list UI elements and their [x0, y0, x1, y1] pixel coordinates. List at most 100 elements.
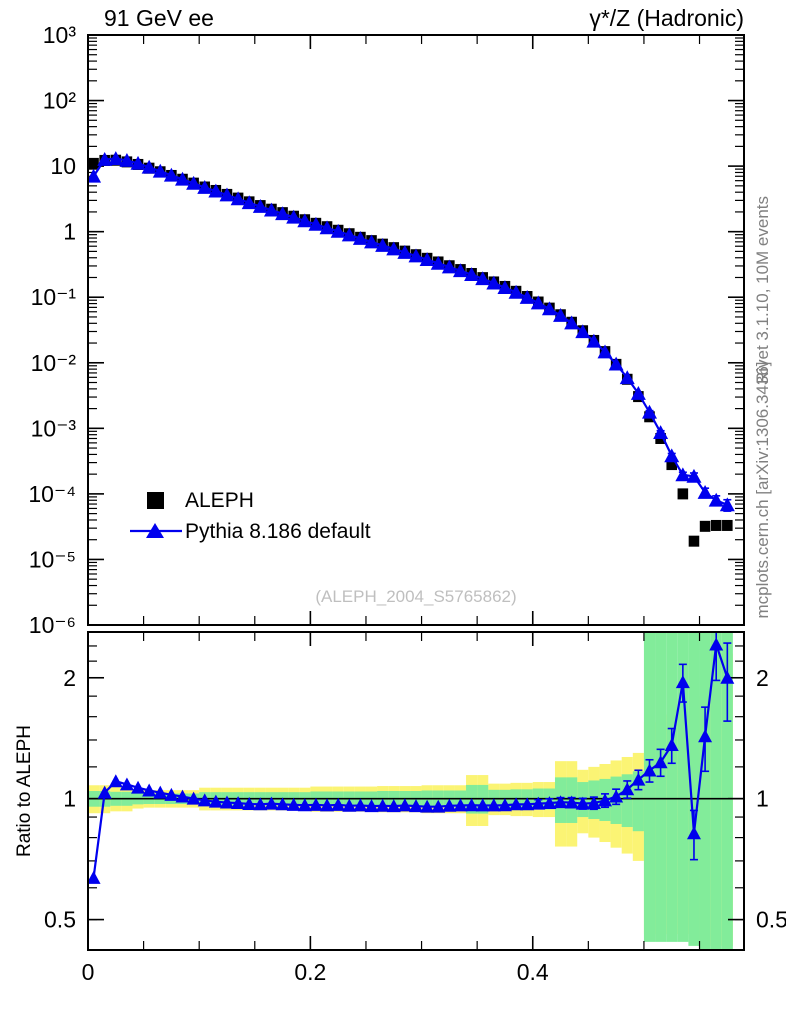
side-label-mcplots: mcplots.cern.ch [arXiv:1306.3436] — [753, 361, 772, 618]
data-point-pythia — [197, 179, 213, 194]
ratio-point-pythia — [219, 795, 234, 809]
ratio-panel: 2 2 1 1 0.5 0.5 0 0.2 0.4 Ratio to ALEPH — [14, 631, 786, 985]
ratio-point-pythia — [664, 738, 679, 751]
data-point-pythia — [519, 290, 535, 304]
main-y-tick-label: 10⁻⁵ — [29, 546, 76, 572]
main-y-tick-label: 10 — [50, 153, 76, 179]
ratio-point-pythia — [119, 777, 134, 791]
ratio-y-tick-label: 1 — [63, 786, 76, 812]
ratio-x-tick-labels: 0 0.2 0.4 — [82, 959, 549, 985]
data-point-pythia — [586, 333, 602, 348]
ratio-point-pythia — [542, 796, 557, 810]
ratio-point-pythia — [375, 798, 390, 812]
data-point-pythia — [352, 231, 368, 245]
x-tick-label: 0.4 — [517, 959, 549, 985]
ratio-point-pythia — [342, 798, 357, 812]
main-y-tick-label: 10³ — [43, 22, 77, 48]
data-point-pythia — [575, 324, 591, 339]
ratio-point-pythia — [331, 797, 346, 811]
ratio-point-pythia — [620, 782, 635, 796]
ratio-point-pythia — [353, 798, 368, 812]
data-point-pythia — [230, 191, 246, 206]
legend-marker-triangle-icon — [146, 523, 164, 538]
data-point-pythia — [241, 195, 257, 210]
ratio-y-tick-labels: 2 2 1 1 0.5 0.5 — [44, 665, 786, 933]
data-point-pythia — [408, 248, 424, 263]
data-point-pythia — [175, 171, 191, 186]
data-point-pythia — [88, 168, 102, 183]
data-point-pythia — [364, 234, 380, 249]
ratio-point-pythia — [386, 799, 401, 813]
ratio-point-pythia — [253, 797, 268, 811]
ratio-band-green — [699, 632, 711, 950]
ratio-point-pythia — [520, 797, 535, 811]
ratio-point-pythia — [308, 797, 323, 811]
ratio-point-pythia — [208, 794, 223, 808]
ratio-y-tick-label: 2 — [63, 665, 76, 691]
ratio-band-green — [710, 632, 722, 950]
ratio-point-pythia — [531, 796, 546, 810]
ratio-panel-frame — [87, 631, 745, 951]
ratio-band-green — [677, 632, 689, 942]
main-y-tick-label: 10² — [43, 88, 77, 114]
ratio-axis-ticks — [87, 632, 744, 950]
ratio-point-pythia — [197, 793, 212, 807]
ratio-point-pythia — [142, 783, 157, 797]
ratio-point-pythia — [320, 798, 335, 812]
data-point-aleph — [688, 535, 700, 547]
ratio-point-pythia — [409, 799, 423, 813]
ratio-point-pythia — [88, 870, 101, 884]
ratio-point-pythia — [631, 772, 646, 786]
ratio-y-tick-label-right: 2 — [756, 665, 769, 691]
ratio-point-pythia — [553, 795, 568, 809]
legend-label-aleph: ALEPH — [185, 489, 254, 512]
main-y-tick-label: 10⁻¹ — [31, 284, 77, 310]
main-y-tick-label: 10⁻⁶ — [29, 612, 76, 638]
ratio-band-green — [632, 771, 644, 832]
ratio-band-green — [655, 632, 667, 942]
data-point-pythia — [319, 220, 335, 235]
data-point-aleph — [710, 519, 722, 531]
ratio-point-pythia — [575, 796, 590, 810]
ratio-point-pythia — [709, 637, 724, 651]
ratio-point-pythia — [509, 797, 524, 811]
data-point-pythia — [275, 206, 291, 221]
ratio-point-pythia — [653, 755, 668, 769]
main-y-tick-label: 10⁻⁴ — [28, 481, 76, 507]
data-point-pythia — [630, 385, 646, 400]
data-point-pythia — [608, 356, 624, 371]
data-point-pythia — [452, 263, 468, 278]
ratio-point-pythia — [364, 799, 379, 813]
data-point-aleph — [722, 519, 733, 531]
main-panel: 10³ 10² 10 1 10⁻¹ 10⁻² 10⁻³ 10⁻⁴ 10⁻⁵ 10⁻⁶ — [28, 22, 745, 638]
analysis-watermark: (ALEPH_2004_S5765862) — [315, 587, 516, 606]
data-point-aleph — [699, 520, 711, 532]
ratio-y-tick-label-right: 0.5 — [756, 907, 786, 933]
ratio-point-pythia — [231, 796, 246, 810]
data-point-pythia — [441, 259, 457, 274]
side-label-rivet: Rivet 3.1.10, 10M events — [753, 196, 772, 384]
data-point-pythia — [397, 244, 413, 259]
ratio-y-tick-label: 0.5 — [44, 907, 76, 933]
data-point-pythia — [152, 163, 168, 178]
data-point-pythia — [297, 213, 313, 228]
header-right-label: γ*/Z (Hadronic) — [589, 5, 744, 31]
main-data-series — [88, 151, 735, 547]
ratio-point-pythia — [186, 791, 201, 805]
ratio-y-axis-title: Ratio to ALEPH — [14, 725, 35, 857]
data-point-pythia — [475, 271, 491, 286]
ratio-point-pythia — [720, 670, 735, 684]
ratio-point-pythia — [431, 799, 446, 813]
x-tick-label: 0 — [82, 959, 95, 985]
ratio-point-pythia — [453, 798, 468, 812]
ratio-point-pythia — [153, 785, 168, 799]
ratio-point-pythia — [442, 798, 457, 812]
data-point-pythia — [530, 295, 546, 310]
ratio-point-pythia — [598, 793, 613, 807]
ratio-band-green — [643, 632, 656, 942]
mc-curve-pythia — [92, 157, 728, 506]
ratio-point-pythia — [642, 763, 657, 777]
data-point-pythia — [375, 237, 391, 252]
